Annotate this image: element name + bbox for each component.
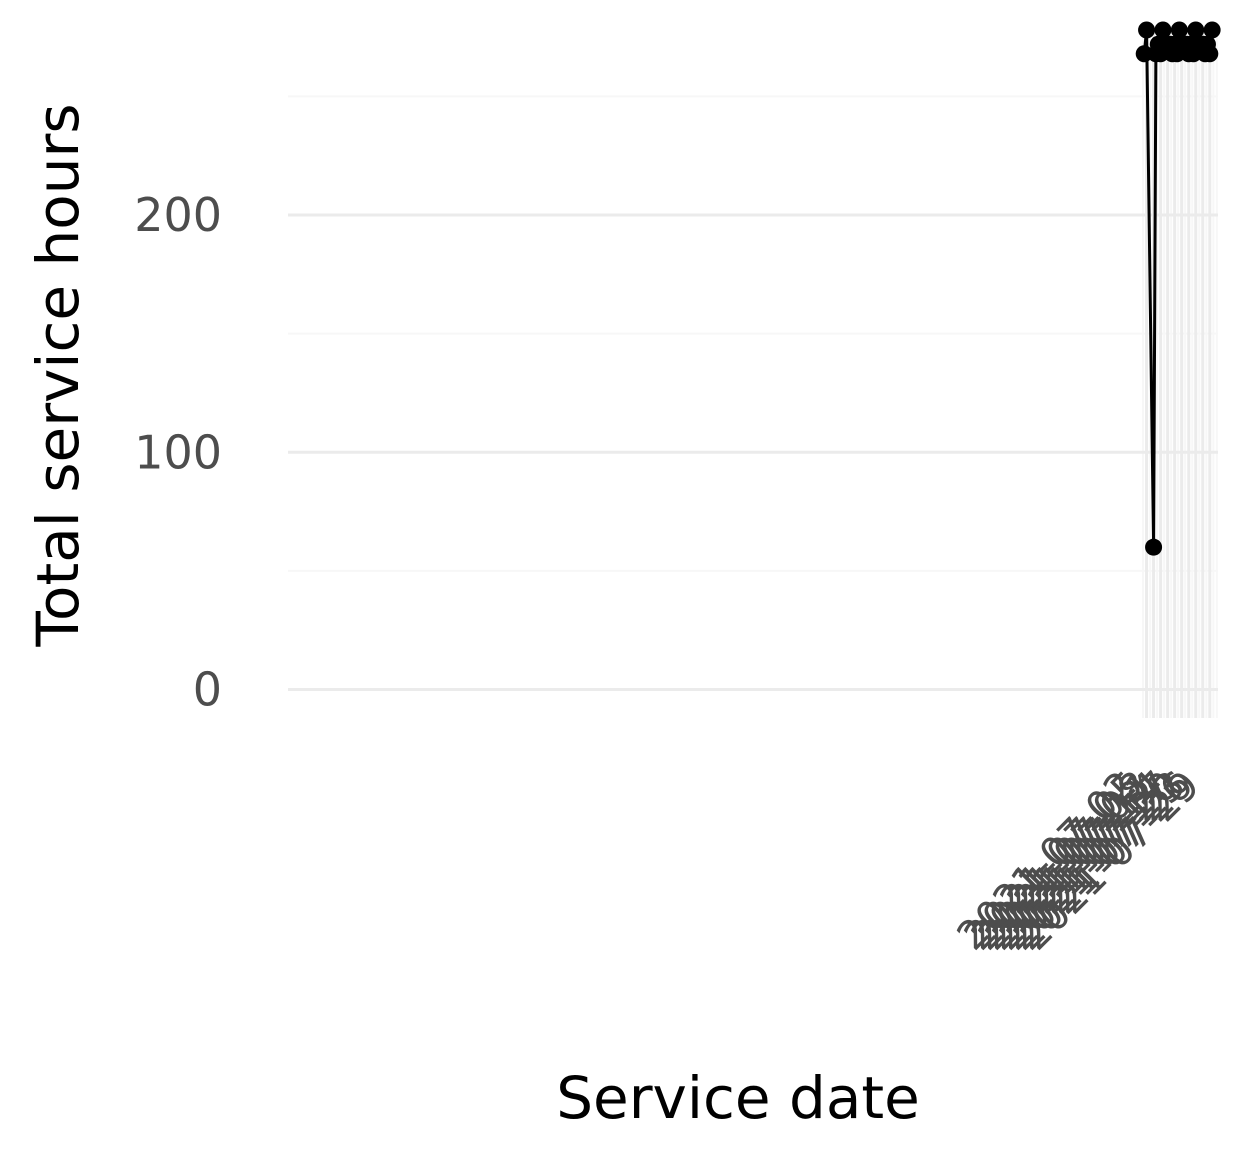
data-point	[1203, 21, 1221, 39]
x-axis-tick-labels: 2021-07-022021-07-052021-07-082021-07-11…	[949, 763, 1209, 960]
data-point	[1135, 45, 1153, 63]
y-axis-title: Total service hours	[24, 103, 92, 647]
data-point	[1138, 21, 1156, 39]
data-point	[1170, 21, 1188, 39]
data-point	[1201, 45, 1219, 63]
y-tick-label: 100	[134, 425, 222, 479]
y-tick-label: 0	[193, 663, 222, 717]
data-point	[1154, 21, 1172, 39]
major-gridlines	[288, 30, 1218, 718]
data-point	[1145, 538, 1163, 556]
x-axis-title: Service date	[556, 1064, 920, 1132]
y-axis-tick-labels: 0 100 200	[134, 188, 222, 716]
data-point	[1187, 21, 1205, 39]
series-layer	[1135, 21, 1221, 556]
minor-gridlines	[288, 30, 1218, 718]
y-tick-label: 200	[134, 188, 222, 242]
